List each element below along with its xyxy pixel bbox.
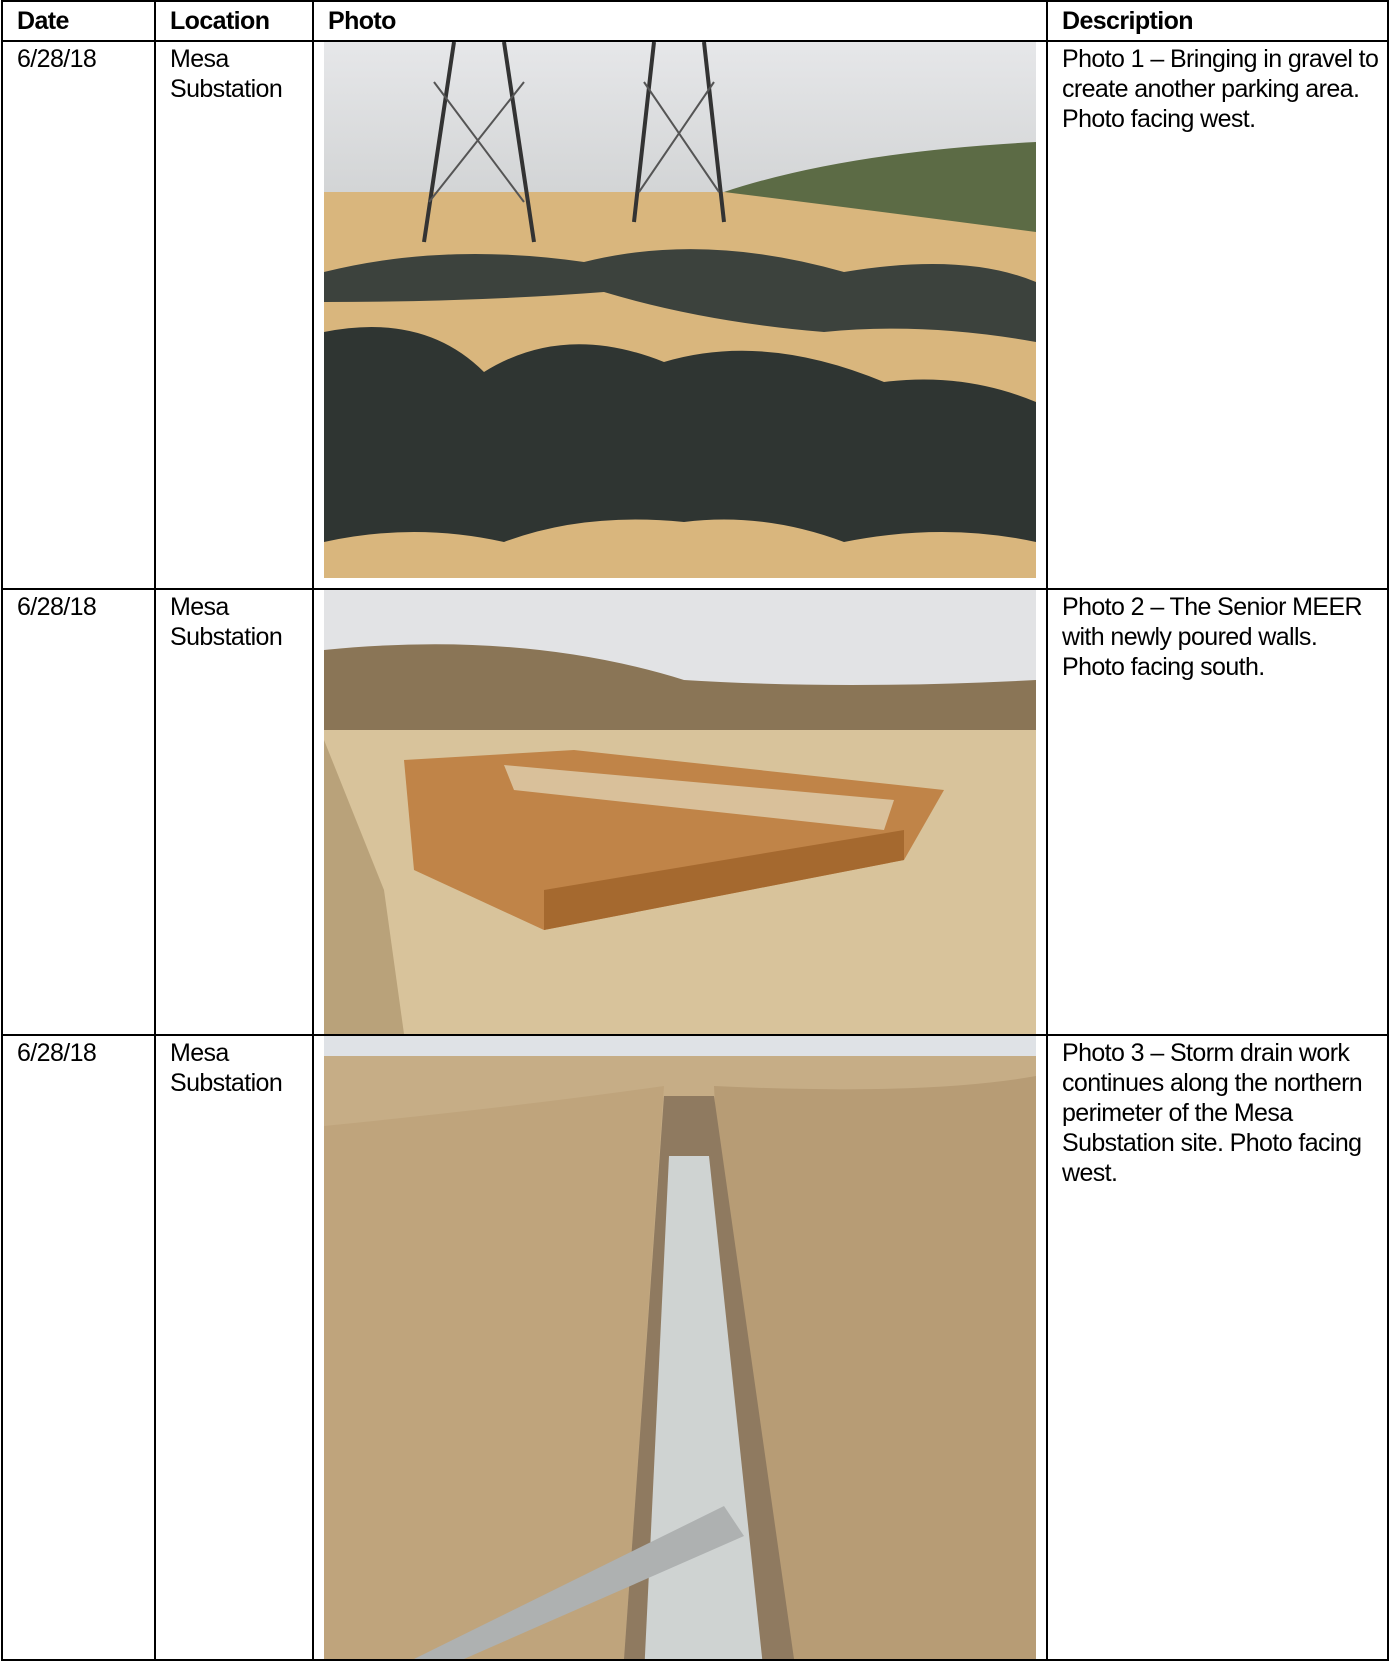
header-cell: Date xyxy=(1,0,156,42)
photo-gravel xyxy=(324,42,1036,578)
row: 6/28/18 Mesa Substation Photo 1 – Bringi… xyxy=(1,40,1389,590)
date: 6/28/18 xyxy=(1,40,156,590)
photo-meer xyxy=(324,590,1036,1034)
photo-cell xyxy=(312,40,1048,590)
description: Photo 3 – Storm drain work continues alo… xyxy=(1046,1034,1389,1661)
row: 6/28/18 Mesa Substation Photo 2 – The Se… xyxy=(1,588,1389,1036)
photo-cell xyxy=(312,588,1048,1036)
description: Photo 2 – The Senior MEER with newly pou… xyxy=(1046,588,1389,1036)
date: 6/28/18 xyxy=(1,588,156,1036)
photo-storm-drain xyxy=(324,1036,1036,1659)
photo-cell xyxy=(312,1034,1048,1661)
location: Mesa Substation xyxy=(154,1034,314,1661)
header-cell: Location xyxy=(154,0,314,42)
description: Photo 1 – Bringing in gravel to create a… xyxy=(1046,40,1389,590)
row: 6/28/18 Mesa Substation Photo 3 – Storm … xyxy=(1,1034,1389,1661)
location: Mesa Substation xyxy=(154,40,314,590)
header-cell: Description xyxy=(1046,0,1389,42)
header-cell: Photo xyxy=(312,0,1048,42)
date: 6/28/18 xyxy=(1,1034,156,1661)
location: Mesa Substation xyxy=(154,588,314,1036)
header-row: Date Location Photo Description xyxy=(1,0,1389,42)
